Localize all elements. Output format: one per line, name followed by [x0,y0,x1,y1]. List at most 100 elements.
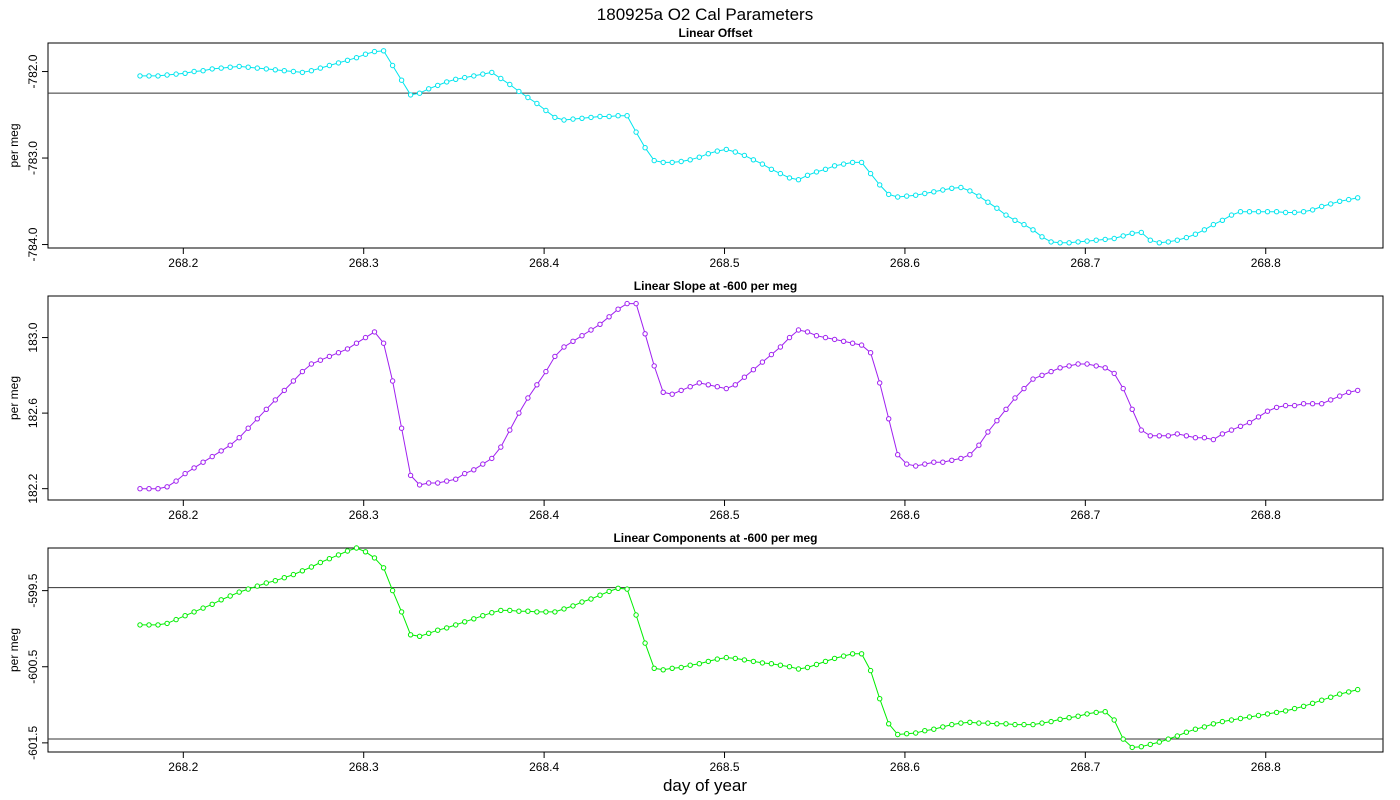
linear-components-data-point [254,583,260,589]
linear-offset-data-point [146,73,152,79]
linear-components-x-tick-label: 268.2 [168,760,198,774]
linear-offset-data-point [1246,209,1253,215]
linear-offset-plot-frame [47,42,1384,249]
linear-offset-data-point [1111,235,1117,242]
linear-slope-x-tick-label: 268.5 [710,508,740,522]
linear-components-data-point [687,662,693,668]
linear-offset-data-point [1003,212,1009,218]
linear-slope-data-point [534,382,540,388]
linear-offset-series-line [140,50,1358,244]
linear-slope-data-point [795,327,802,333]
linear-slope-data-point [398,425,405,431]
linear-offset-data-point [326,62,333,69]
linear-slope-data-point [146,486,152,492]
linear-offset-y-tick-label: -783.0 [26,141,40,175]
linear-components-data-point [552,609,558,615]
linear-offset-data-point [1291,209,1298,216]
linear-slope-data-point [1030,376,1036,382]
linear-components-data-point [678,664,684,671]
linear-components-data-point [886,721,892,727]
linear-offset-data-point [462,74,468,81]
linear-slope-data-point [904,461,910,467]
linear-slope-data-point [543,368,549,375]
linear-offset-data-point [1147,237,1154,243]
linear-components-data-point [949,721,955,728]
linear-slope-data-point [552,353,558,360]
linear-offset-data-point [516,88,522,95]
linear-offset-data-point [877,182,883,188]
linear-offset-data-point [155,73,161,79]
linear-slope-y-tick-label: 182.2 [26,473,40,503]
panel-linear-slope: Linear Slope at -600 per meg per meg 268.2… [7,279,1384,522]
linear-slope-data-point [777,344,784,350]
linear-offset-data-point [741,152,748,159]
linear-slope-data-point [660,389,666,395]
linear-components-data-point [714,656,720,662]
linear-slope-data-point [867,350,874,356]
linear-offset-data-point [714,148,720,154]
linear-components-data-point [245,586,251,592]
linear-slope-data-point [940,459,946,465]
linear-slope-title: Linear Slope at -600 per meg [634,279,797,293]
linear-offset-data-point [660,159,666,166]
linear-components-data-point [831,655,838,662]
linear-components-data-point [182,613,188,619]
linear-slope-data-point [245,425,251,431]
linear-slope-data-point [137,486,143,492]
linear-slope-data-point [624,300,630,307]
linear-components-data-point [227,593,233,599]
linear-slope-data-point [579,333,585,339]
linear-components-data-point [308,564,315,570]
linear-components-data-point [1201,724,1208,730]
linear-offset-data-point [227,64,233,70]
linear-slope-data-point [822,334,829,341]
linear-components-data-point [1030,721,1036,728]
linear-components-series-line [140,547,1358,748]
linear-offset-data-point [236,63,242,70]
linear-offset-data-point [732,149,738,155]
linear-components-data-point [768,661,775,667]
linear-offset-data-point [777,170,784,177]
linear-slope-data-point [1102,365,1108,371]
linear-components-data-point [588,596,594,602]
linear-slope-data-point [254,416,260,422]
linear-slope-data-point [155,486,161,492]
linear-slope-x-tick-label: 268.3 [349,508,379,522]
linear-slope-data-point [353,340,360,346]
linear-components-data-point [1309,700,1316,706]
linear-components-data-point [931,726,937,732]
linear-offset-data-point [1337,198,1343,205]
linear-components-data-point [705,658,711,665]
linear-components-data-point [489,610,495,616]
linear-components-data-point [1039,720,1045,726]
linear-slope-data-point [344,346,351,352]
linear-components-data-point [1237,715,1244,722]
linear-components-data-point [326,556,333,562]
linear-offset-data-point [949,185,955,192]
linear-offset-data-point [1048,239,1054,245]
linear-components-data-point [200,605,206,611]
linear-slope-data-point [1246,419,1253,426]
linear-slope-data-point [1319,401,1325,407]
linear-slope-data-point [191,465,197,471]
linear-slope-data-point [498,444,504,450]
linear-components-data-point [290,571,297,578]
linear-offset-data-point [1021,221,1027,228]
linear-components-data-point [525,608,531,614]
linear-slope-data-point [1075,361,1081,367]
linear-offset-data-point [1156,240,1163,246]
linear-offset-x-tick-label: 268.8 [1251,256,1281,270]
linear-offset-data-point [489,69,495,76]
linear-components-data-point [624,586,630,592]
linear-components-data-point [1003,721,1009,727]
linear-components-data-point [1111,717,1117,723]
linear-offset-title: Linear Offset [678,26,752,40]
linear-slope-data-point [471,467,477,473]
linear-offset-data-point [867,170,874,177]
linear-offset-data-point [597,113,603,120]
linear-components-data-point [642,640,648,646]
linear-components-data-point [723,654,729,661]
linear-offset-data-point [606,113,612,120]
linear-components-data-point [1282,708,1289,714]
